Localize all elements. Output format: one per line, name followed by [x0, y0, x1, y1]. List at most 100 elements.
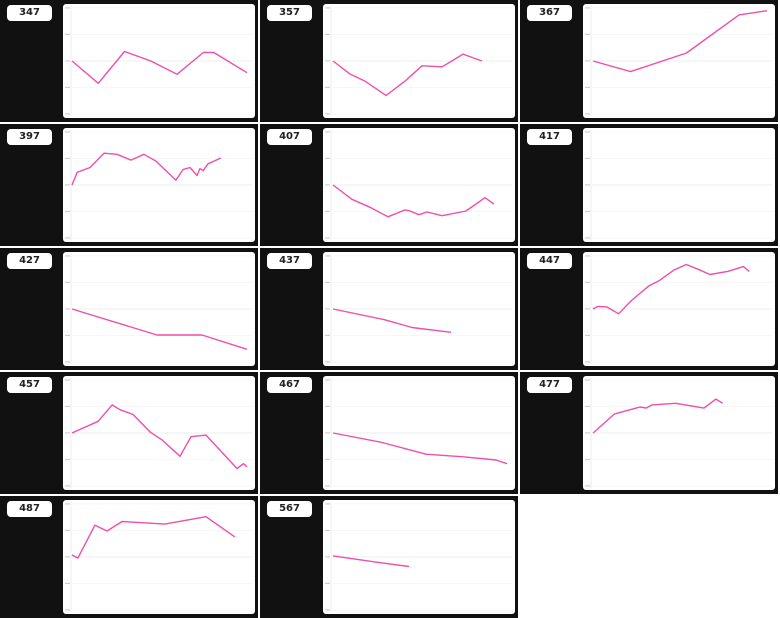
y-tick-mark	[585, 432, 590, 434]
chart-title-badge: 477	[527, 377, 572, 393]
chart-title-badge: 417	[527, 129, 572, 145]
y-tick-mark	[65, 33, 70, 35]
line-chart	[583, 128, 775, 242]
y-tick-mark	[325, 255, 330, 257]
chart-panel: 447	[520, 248, 778, 370]
y-tick-mark	[325, 334, 330, 336]
series-line	[332, 432, 508, 465]
y-tick-mark	[585, 485, 590, 487]
y-tick-mark	[585, 281, 590, 283]
y-tick-mark	[325, 432, 330, 434]
y-tick-mark	[585, 379, 590, 381]
y-tick-mark	[325, 458, 330, 460]
y-tick-mark	[65, 184, 70, 186]
line-chart	[63, 128, 255, 242]
y-tick-mark	[585, 334, 590, 336]
y-tick-mark	[325, 86, 330, 88]
chart-svg	[65, 6, 252, 116]
chart-title-badge: 447	[527, 253, 572, 269]
y-tick-mark	[65, 485, 70, 487]
y-tick-mark	[65, 529, 70, 531]
y-tick-mark	[585, 157, 590, 159]
y-tick-mark	[325, 281, 330, 283]
line-chart	[323, 376, 515, 490]
y-tick-mark	[325, 113, 330, 115]
y-tick-mark	[65, 308, 70, 310]
chart-title-badge: 427	[7, 253, 52, 269]
chart-title-badge: 347	[7, 5, 52, 21]
line-chart	[323, 128, 515, 242]
y-tick-mark	[65, 503, 70, 505]
line-chart	[63, 376, 255, 490]
y-tick-mark	[65, 210, 70, 212]
y-tick-mark	[65, 113, 70, 115]
y-tick-mark	[65, 361, 70, 363]
chart-svg	[325, 254, 512, 364]
y-tick-mark	[65, 237, 70, 239]
chart-title-badge: 397	[7, 129, 52, 145]
line-chart	[323, 4, 515, 118]
line-chart	[323, 500, 515, 614]
chart-svg	[585, 130, 772, 240]
y-tick-mark	[65, 405, 70, 407]
y-tick-mark	[585, 33, 590, 35]
y-tick-mark	[325, 60, 330, 62]
series-line	[71, 516, 236, 559]
series-line	[592, 10, 768, 73]
chart-title-badge: 367	[527, 5, 572, 21]
chart-title-badge: 437	[267, 253, 312, 269]
y-tick-mark	[325, 582, 330, 584]
series-line	[592, 263, 750, 315]
chart-panel: 397	[0, 124, 258, 246]
chart-panel: 407	[260, 124, 518, 246]
chart-panel: 477	[520, 372, 778, 494]
series-line	[71, 152, 222, 186]
chart-svg	[585, 254, 772, 364]
line-chart	[583, 4, 775, 118]
y-tick-mark	[585, 405, 590, 407]
chart-title-badge: 487	[7, 501, 52, 517]
y-tick-mark	[325, 609, 330, 611]
y-tick-mark	[325, 379, 330, 381]
y-tick-mark	[585, 7, 590, 9]
series-line	[592, 398, 724, 434]
y-tick-mark	[325, 556, 330, 558]
y-tick-mark	[325, 503, 330, 505]
line-chart	[323, 252, 515, 366]
y-tick-mark	[325, 157, 330, 159]
y-tick-mark	[585, 131, 590, 133]
chart-panel: 417	[520, 124, 778, 246]
y-tick-mark	[65, 609, 70, 611]
chart-svg	[585, 378, 772, 488]
series-line	[71, 308, 248, 350]
y-tick-mark	[65, 281, 70, 283]
y-tick-mark	[325, 237, 330, 239]
chart-title-badge: 567	[267, 501, 312, 517]
chart-svg	[65, 378, 252, 488]
y-tick-mark	[65, 582, 70, 584]
line-chart	[583, 252, 775, 366]
y-tick-mark	[325, 485, 330, 487]
line-chart	[583, 376, 775, 490]
chart-panel: 347	[0, 0, 258, 122]
series-line	[333, 555, 410, 568]
chart-svg	[65, 254, 252, 364]
chart-title-badge: 407	[267, 129, 312, 145]
y-tick-mark	[65, 432, 70, 434]
y-tick-mark	[65, 60, 70, 62]
y-tick-mark	[65, 379, 70, 381]
y-tick-mark	[65, 131, 70, 133]
series-line	[71, 404, 248, 470]
series-line	[332, 308, 452, 333]
chart-panel: 487	[0, 496, 258, 618]
y-tick-mark	[65, 334, 70, 336]
chart-svg	[65, 130, 252, 240]
y-tick-mark	[585, 361, 590, 363]
y-tick-mark	[585, 113, 590, 115]
y-tick-mark	[325, 33, 330, 35]
y-tick-mark	[585, 210, 590, 212]
chart-title-badge: 467	[267, 377, 312, 393]
chart-panel: 357	[260, 0, 518, 122]
chart-panel: 457	[0, 372, 258, 494]
